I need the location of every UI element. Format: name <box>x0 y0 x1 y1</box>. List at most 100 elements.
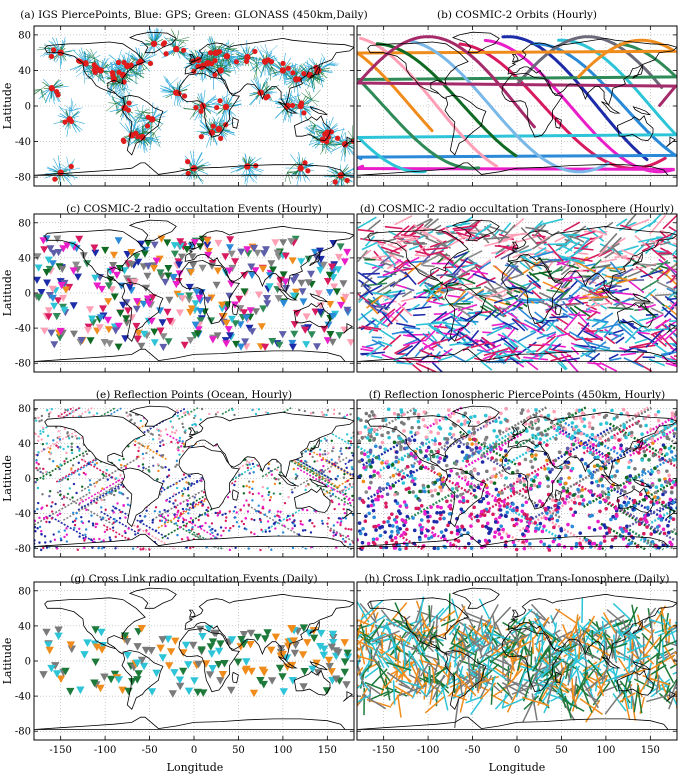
pierce-ray <box>311 99 319 107</box>
reflection-point <box>341 489 344 492</box>
station-marker <box>163 51 169 57</box>
trans-iono-ray <box>366 344 383 357</box>
pierce-ray <box>111 69 124 71</box>
y-tick-label: 40 <box>18 253 31 264</box>
trans-iono-ray <box>495 282 513 295</box>
trans-iono-ray <box>615 336 625 344</box>
reflection-track <box>48 514 106 549</box>
reflection-point <box>124 466 128 470</box>
pierce-ray <box>94 73 105 84</box>
reflection-point <box>186 499 189 502</box>
station-marker <box>332 179 338 185</box>
reflection-point <box>332 531 335 534</box>
trans-iono-ray <box>585 304 598 311</box>
reflection-point <box>311 521 314 525</box>
trans-iono-ray <box>660 253 671 256</box>
reflection-track <box>56 491 115 526</box>
pierce-ray <box>90 48 96 59</box>
plot-area-d <box>357 214 677 372</box>
trans-iono-ray <box>585 318 608 324</box>
reflection-track <box>225 449 284 484</box>
trans-iono-ray <box>361 325 381 331</box>
trans-iono-ray <box>666 230 677 242</box>
event-marker <box>304 279 313 287</box>
trans-iono-ray <box>648 214 663 228</box>
reflection-point <box>92 537 96 541</box>
trans-iono-ray <box>621 318 636 330</box>
trans-iono-ray <box>560 262 576 276</box>
reflection-point <box>95 461 99 465</box>
reflection-point <box>229 526 232 530</box>
pierce-ray <box>347 130 354 139</box>
trans-iono-ray <box>429 240 447 248</box>
pierce-ray <box>267 54 276 58</box>
event-marker <box>343 248 352 257</box>
trans-iono-ray <box>601 273 620 283</box>
reflection-point <box>75 511 78 515</box>
reflection-point <box>331 488 334 491</box>
trans-iono-ray <box>588 298 604 302</box>
reflection-point <box>214 536 217 539</box>
trans-iono-ray <box>384 290 402 311</box>
reflection-point <box>73 526 76 530</box>
reflection-point <box>66 492 70 496</box>
pierce-ray <box>101 57 106 68</box>
event-marker <box>70 330 78 338</box>
reflection-point <box>66 445 70 448</box>
pierce-ray <box>264 43 268 55</box>
reflection-point <box>330 499 333 502</box>
reflection-point <box>71 415 75 418</box>
event-marker <box>198 264 207 272</box>
reflection-point <box>47 415 51 418</box>
reflection-point <box>191 423 194 427</box>
event-marker <box>340 258 349 266</box>
reflection-point <box>156 478 159 481</box>
trans-iono-ray <box>519 248 532 254</box>
pierce-ray <box>221 48 226 62</box>
reflection-point <box>180 445 183 448</box>
event-marker <box>159 343 168 352</box>
trans-iono-ray <box>504 264 517 268</box>
trans-iono-ray <box>552 287 571 302</box>
trans-iono-ray <box>477 349 491 354</box>
reflection-track <box>78 470 137 505</box>
reflection-point <box>166 486 170 489</box>
y-tick-label: 40 <box>18 66 31 77</box>
reflection-point <box>233 483 236 487</box>
pierce-ray <box>339 127 345 141</box>
station-marker <box>244 163 251 170</box>
reflection-point <box>179 502 182 505</box>
trans-iono-ray <box>474 339 496 345</box>
event-marker <box>260 250 269 258</box>
coastline <box>632 252 643 267</box>
pierce-ray <box>71 100 74 111</box>
trans-iono-ray <box>405 241 425 245</box>
station-marker <box>57 169 64 176</box>
reflection-point <box>37 435 40 438</box>
plot-area-c <box>34 214 354 372</box>
event-marker <box>134 329 143 337</box>
trans-iono-ray <box>573 305 592 318</box>
reflection-point <box>64 408 67 412</box>
trans-iono-ray <box>563 311 581 331</box>
trans-iono-ray <box>589 352 601 363</box>
trans-iono-ray <box>624 324 644 344</box>
reflection-point <box>234 546 237 550</box>
reflection-point <box>87 462 90 466</box>
trans-iono-ray <box>580 327 603 340</box>
reflection-point <box>66 408 70 411</box>
event-marker <box>191 321 200 329</box>
trans-iono-ray <box>621 249 642 260</box>
reflection-point <box>200 500 203 504</box>
reflection-point <box>181 425 185 429</box>
trans-iono-ray <box>511 318 526 332</box>
trans-iono-ray <box>640 269 664 278</box>
pierce-ray <box>40 89 47 96</box>
trans-iono-ray <box>560 353 579 372</box>
event-marker <box>40 327 49 335</box>
event-marker <box>39 237 48 245</box>
coastline <box>616 115 654 142</box>
trans-iono-ray <box>528 343 544 347</box>
trans-iono-ray <box>482 352 498 360</box>
pierce-ray <box>84 68 93 71</box>
